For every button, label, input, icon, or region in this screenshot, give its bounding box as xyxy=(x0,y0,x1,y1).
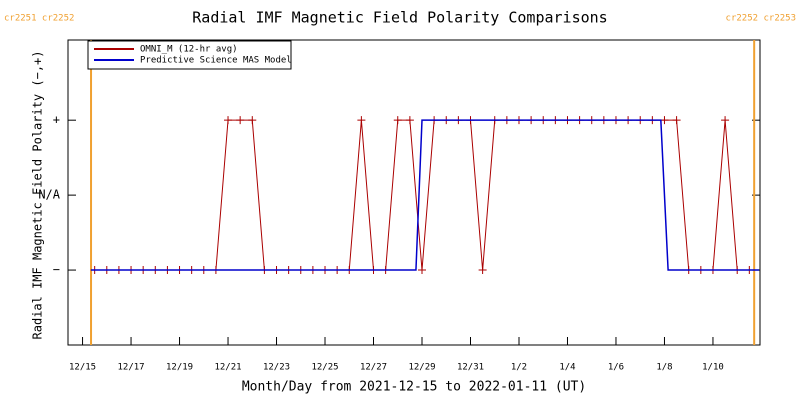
x-tick-label: 1/6 xyxy=(608,363,624,373)
x-tick-label: 12/19 xyxy=(166,363,193,373)
point-marker xyxy=(721,116,730,125)
x-tick-label: 12/15 xyxy=(69,363,96,373)
point-marker xyxy=(660,116,669,125)
x-tick-label: 12/29 xyxy=(408,363,435,373)
carrington-label: cr2251 cr2252 xyxy=(4,14,74,24)
x-tick-label: 12/23 xyxy=(263,363,290,373)
chart-title: Radial IMF Magnetic Field Polarity Compa… xyxy=(192,9,607,27)
legend-label: Predictive Science MAS Model xyxy=(140,56,292,66)
x-tick-label: 12/25 xyxy=(311,363,338,373)
y-axis-label: Radial IMF Magnetic Field Polarity (−,+) xyxy=(31,51,45,340)
y-tick-label: − xyxy=(53,263,60,277)
x-tick-label: 1/8 xyxy=(656,363,672,373)
point-marker xyxy=(393,116,402,125)
y-tick-label: + xyxy=(53,113,60,127)
point-marker xyxy=(418,266,427,275)
x-tick-label: 12/31 xyxy=(457,363,484,373)
series-line xyxy=(91,119,760,271)
x-tick-label: 1/10 xyxy=(702,363,724,373)
carrington-label: cr2252 cr2253 xyxy=(726,14,796,24)
point-marker xyxy=(248,116,257,125)
point-marker xyxy=(224,116,233,125)
point-marker xyxy=(357,116,366,125)
x-tick-label: 12/27 xyxy=(360,363,387,373)
y-tick-label: N/A xyxy=(38,188,60,202)
legend-label: OMNI_M (12-hr avg) xyxy=(140,45,238,55)
plot-frame xyxy=(67,39,761,346)
x-tick-label: 1/2 xyxy=(511,363,527,373)
x-tick-label: 1/4 xyxy=(559,363,575,373)
x-axis-label: Month/Day from 2021-12-15 to 2022-01-11 … xyxy=(242,380,586,395)
point-marker xyxy=(236,116,245,125)
x-tick-label: 12/17 xyxy=(117,363,144,373)
point-marker xyxy=(405,116,414,125)
legend-box xyxy=(87,40,292,70)
point-marker xyxy=(672,116,681,125)
x-tick-label: 12/21 xyxy=(214,363,241,373)
point-marker xyxy=(478,266,487,275)
